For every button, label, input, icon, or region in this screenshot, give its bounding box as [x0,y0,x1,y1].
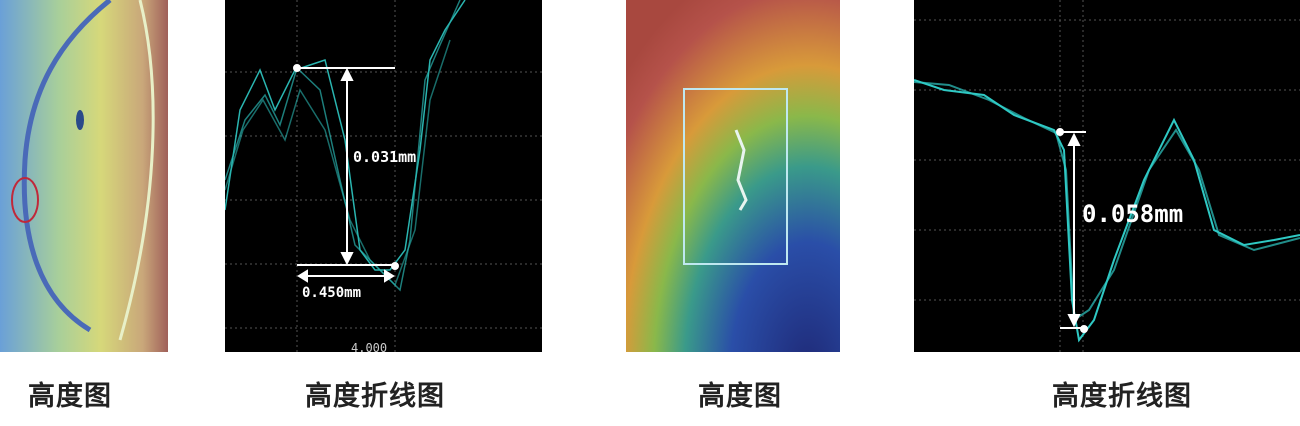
defect-marker-circle [11,177,39,223]
caption-height-map-1: 高度图 [28,381,112,412]
caption-height-profile-2: 高度折线图 [1052,381,1192,412]
caption-height-map-2: 高度图 [698,381,782,412]
caption-height-profile-1: 高度折线图 [305,381,445,412]
axis-tick-label: 4.000 [351,341,387,352]
height-profile-chart-2: 0.058mm [914,0,1300,352]
height-measurement-label: 0.058mm [1082,200,1183,228]
height-profile-chart-1: 0.031mm 0.450mm 4.000 [225,0,542,352]
width-measurement-label: 0.450mm [302,285,361,301]
height-measurement-label: 0.031mm [353,148,416,166]
height-map-image-1 [0,0,168,352]
height-map-image-2 [626,0,840,352]
selection-box [683,88,788,265]
